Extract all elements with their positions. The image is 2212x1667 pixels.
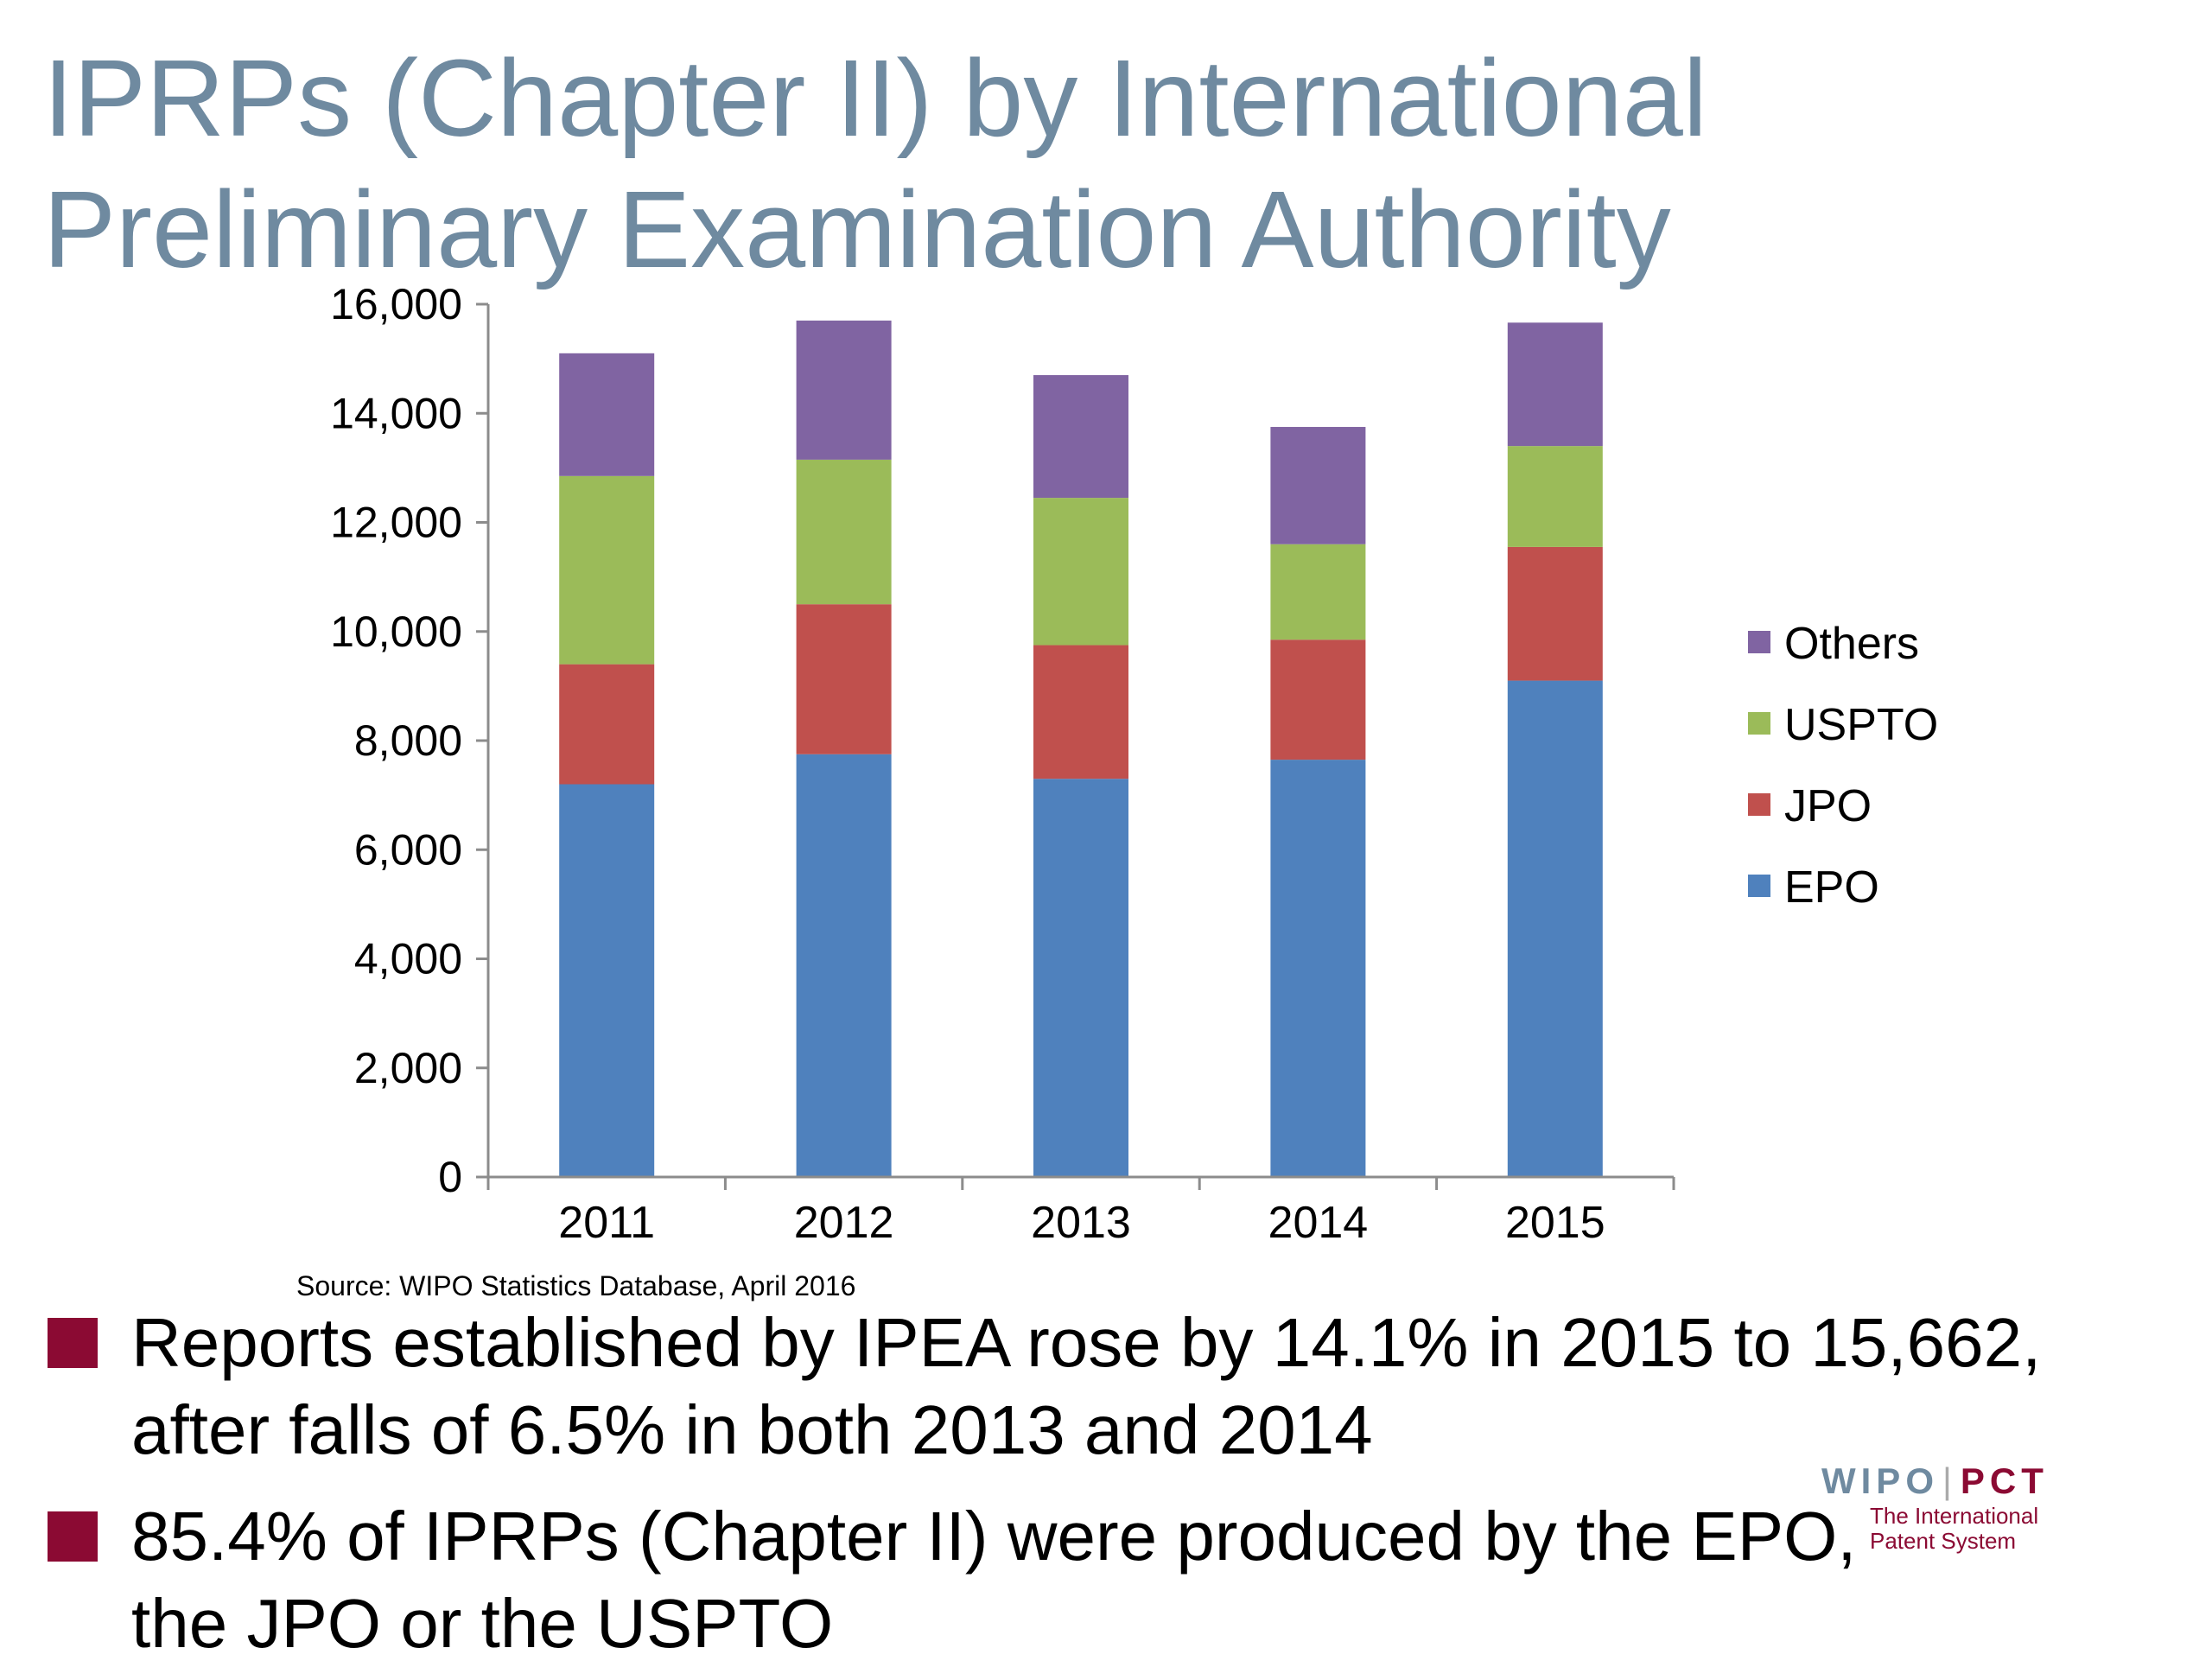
bar-epo-2014 [1270, 760, 1366, 1177]
bar-jpo-2012 [796, 604, 892, 754]
legend-swatch-epo [1748, 875, 1770, 897]
bar-others-2011 [559, 353, 655, 476]
y-tick-label: 16,000 [330, 280, 462, 328]
logo-brand: WIPO|PCT [1821, 1460, 2049, 1501]
y-tick-label: 0 [438, 1153, 462, 1201]
logo-wipo: WIPO [1821, 1460, 1939, 1501]
bar-jpo-2013 [1033, 645, 1128, 779]
bullet-square-icon [48, 1511, 98, 1562]
x-tick-label: 2011 [558, 1198, 655, 1244]
legend-label-uspto: USPTO [1784, 700, 1938, 750]
bar-jpo-2011 [559, 664, 655, 785]
title-line-1: IPRPs (Chapter II) by International [43, 37, 1707, 159]
bar-others-2014 [1270, 427, 1366, 544]
y-tick-label: 6,000 [354, 825, 462, 874]
y-tick-label: 12,000 [330, 499, 462, 547]
bullet-item: Reports established by IPEA rose by 14.1… [48, 1299, 2190, 1473]
legend-label-others: Others [1784, 619, 1919, 669]
bar-others-2013 [1033, 375, 1128, 499]
legend-swatch-others [1748, 631, 1770, 653]
bullet-item: 85.4% of IPRPs (Chapter II) were produce… [48, 1492, 1859, 1667]
legend-swatch-uspto [1748, 712, 1770, 735]
y-tick-label: 2,000 [354, 1044, 462, 1092]
bullet-square-icon [48, 1318, 98, 1368]
bar-epo-2013 [1033, 779, 1128, 1177]
logo-pct: PCT [1960, 1460, 2049, 1501]
bar-jpo-2015 [1507, 546, 1603, 681]
bar-uspto-2012 [796, 459, 892, 605]
title-line-2: Preliminary Examination Authority [43, 169, 1671, 290]
source-note: Source: WIPO Statistics Database, April … [296, 1270, 856, 1301]
legend-swatch-jpo [1748, 793, 1770, 816]
x-tick-label: 2015 [1505, 1198, 1605, 1244]
x-tick-label: 2012 [794, 1198, 894, 1244]
x-tick-label: 2014 [1268, 1198, 1369, 1244]
legend-label-epo: EPO [1784, 862, 1879, 913]
legend-label-jpo: JPO [1784, 781, 1872, 831]
bar-epo-2015 [1507, 680, 1603, 1177]
bar-others-2015 [1507, 322, 1603, 447]
bullet-list: Reports established by IPEA rose by 14.1… [48, 1299, 2190, 1667]
slide-title: IPRPs (Chapter II) by International Prel… [43, 33, 2031, 296]
bar-epo-2011 [559, 784, 655, 1177]
bar-others-2012 [796, 320, 892, 460]
bar-uspto-2013 [1033, 498, 1128, 646]
bar-uspto-2015 [1507, 446, 1603, 547]
wipo-pct-logo: WIPO|PCT The International Patent System [1821, 1460, 2081, 1554]
logo-tagline: The International Patent System [1870, 1503, 2039, 1554]
x-tick-label: 2013 [1031, 1198, 1131, 1244]
bar-epo-2012 [796, 754, 892, 1177]
bar-uspto-2011 [559, 475, 655, 665]
stacked-bar-chart: 2011 2012 2013 2014 2015 0 2,000 4,000 6,000 8,00… [330, 280, 1938, 1244]
y-tick-label: 10,000 [330, 608, 462, 656]
bullet-text: 85.4% of IPRPs (Chapter II) were produce… [131, 1498, 1857, 1662]
bullet-text: Reports established by IPEA rose by 14.1… [131, 1304, 2042, 1468]
bar-uspto-2014 [1270, 544, 1366, 640]
y-tick-label: 8,000 [354, 716, 462, 765]
y-tick-label: 14,000 [330, 389, 462, 437]
y-tick-label: 4,000 [354, 935, 462, 983]
bar-jpo-2014 [1270, 639, 1366, 760]
